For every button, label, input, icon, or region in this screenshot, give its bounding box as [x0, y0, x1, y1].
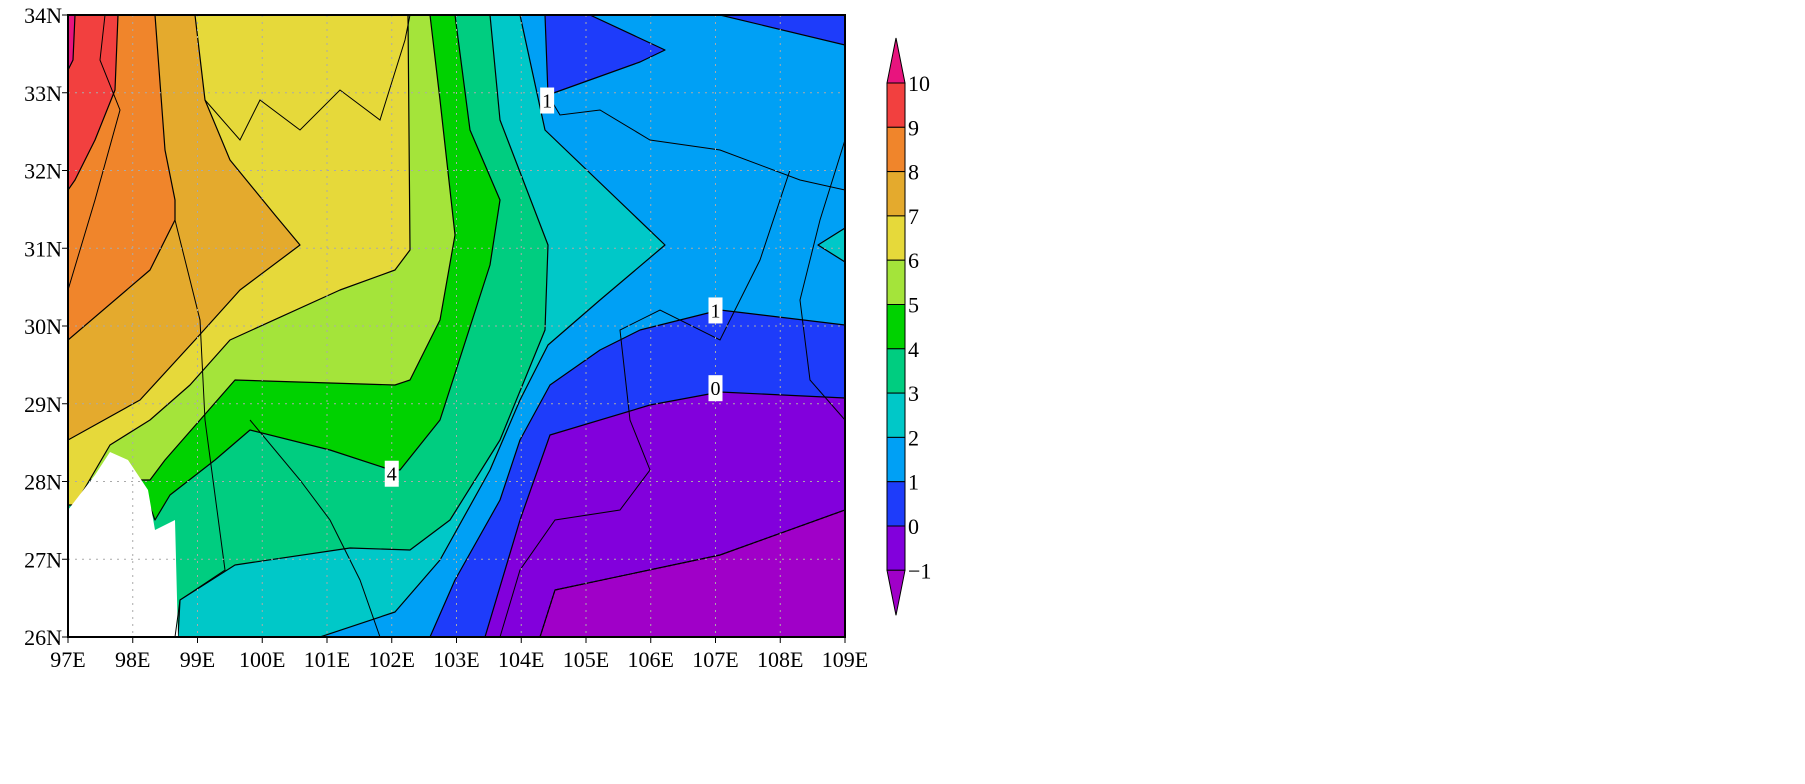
contour-label-bg [384, 460, 399, 487]
y-tick-label: 34N [24, 3, 62, 28]
x-tick-label: 109E [822, 647, 868, 672]
x-tick-label: 104E [498, 647, 544, 672]
contour-label-bg [708, 297, 723, 324]
contour-label-bg [540, 87, 555, 114]
colorbar-swatch [886, 525, 906, 571]
boundary-line [68, 15, 121, 291]
x-tick-label: 105E [563, 647, 609, 672]
y-tick-label: 33N [24, 81, 62, 106]
contour-label: 1 [542, 91, 552, 113]
colorbar-swatch [886, 126, 906, 173]
y-tick-label: 32N [24, 159, 62, 184]
colorbar-swatch [886, 304, 906, 350]
contour-label: 4 [387, 464, 397, 486]
colorbar-swatch [886, 392, 906, 438]
x-tick-label: 100E [239, 647, 285, 672]
colorbar-swatch [886, 171, 906, 217]
y-tick-label: 26N [24, 625, 62, 650]
colorbar-label: 6 [908, 248, 919, 273]
boundary-line [499, 169, 791, 637]
boundary-line [799, 139, 845, 421]
boundary-line [249, 419, 381, 637]
colorbar-label: 8 [908, 160, 919, 185]
map-fills [68, 15, 845, 637]
x-tick-label: 98E [115, 647, 150, 672]
region-2-3-east [817, 227, 845, 263]
colorbar-label: 0 [908, 514, 919, 539]
colorbar-swatch [886, 481, 906, 527]
x-tick-label: 101E [304, 647, 350, 672]
colorbar-label: 10 [908, 71, 930, 96]
colorbar-swatch [886, 259, 906, 306]
x-tick-label: 102E [369, 647, 415, 672]
x-tick-label: 99E [180, 647, 215, 672]
y-tick-label: 28N [24, 470, 62, 495]
colorbar-label: 3 [908, 381, 919, 406]
colorbar-label: 2 [908, 425, 919, 450]
boundary-line [204, 15, 411, 141]
x-tick-label: 97E [50, 647, 85, 672]
colorbar-label: 9 [908, 115, 919, 140]
colorbar-extend-bottom [886, 569, 906, 616]
y-tick-label: 31N [24, 236, 62, 261]
colorbar-label: −1 [908, 558, 931, 583]
colorbar-swatch [886, 215, 906, 261]
y-tick-label: 29N [24, 392, 62, 417]
boundary-line [174, 219, 226, 637]
no-data-region [68, 452, 178, 637]
region-0-1-north [544, 15, 666, 96]
x-tick-label: 103E [433, 647, 479, 672]
y-tick-label: 30N [24, 314, 62, 339]
contour-label-bg [708, 375, 723, 402]
colorbar-label: 5 [908, 293, 919, 318]
y-tick-label: 27N [24, 547, 62, 572]
x-tick-label: 108E [757, 647, 803, 672]
region-0-1-ne [719, 15, 845, 46]
boundary-line [547, 94, 845, 191]
contour-label: 0 [711, 378, 721, 400]
region-9-10 [68, 15, 119, 191]
region-above-10 [68, 15, 76, 71]
colorbar-label: 7 [908, 204, 919, 229]
colorbar-swatch [886, 348, 906, 394]
x-tick-label: 107E [692, 647, 738, 672]
colorbar-extend-top [886, 37, 906, 84]
contour-label: 1 [711, 300, 721, 322]
colorbar-label: 4 [908, 337, 919, 362]
colorbar-swatch [886, 436, 906, 483]
colorbar-label: 1 [908, 470, 919, 495]
colorbar-swatch [886, 82, 906, 128]
x-tick-label: 106E [628, 647, 674, 672]
